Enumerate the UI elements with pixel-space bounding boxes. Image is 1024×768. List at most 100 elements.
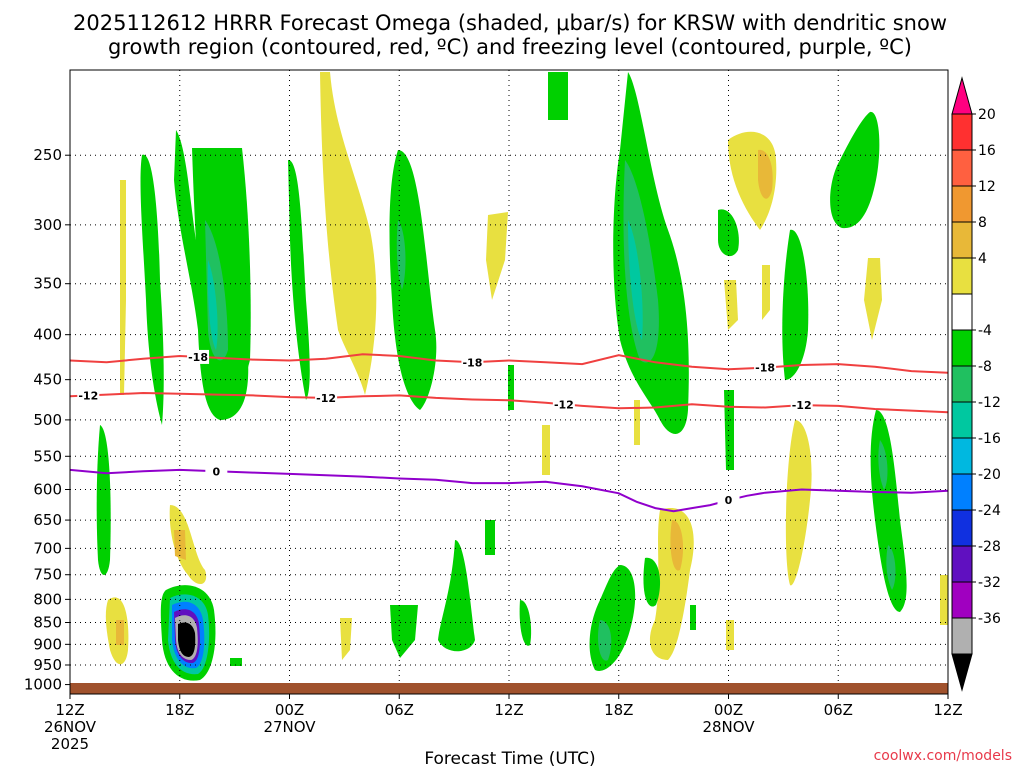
time-tick-label: 00Z: [275, 701, 304, 719]
omega-negative-region: [718, 209, 739, 257]
colorbar-label: -36: [978, 611, 1001, 627]
colorbar-segment: [951, 185, 973, 223]
pressure-tick-label: 250: [33, 146, 62, 164]
omega-shading: [96, 72, 948, 681]
date-label: 26NOV: [44, 718, 97, 736]
omega-negative-region: [96, 425, 111, 575]
omega-negative-region: [396, 220, 406, 290]
omega-negative-region: [485, 520, 495, 555]
colorbar-label: -16: [978, 431, 1001, 447]
contour-label-bg: [552, 397, 575, 412]
omega-negative-region: [438, 540, 475, 652]
date-label: 28NOV: [702, 718, 755, 736]
pressure-tick-label: 450: [33, 371, 62, 389]
contour-label-bg: [754, 360, 777, 375]
colorbar-segment: [951, 437, 973, 475]
date-label: 27NOV: [263, 718, 316, 736]
pressure-tick-label: 850: [33, 614, 62, 632]
omega-negative-region: [782, 229, 809, 380]
time-tick-label: 06Z: [385, 701, 414, 719]
pressure-tick-label: 400: [33, 326, 62, 344]
pressure-tick-label: 800: [33, 590, 62, 608]
omega-positive-region: [542, 425, 550, 475]
contour-label: 0: [213, 465, 221, 478]
omega-positive-region: [116, 620, 124, 645]
year-label: 2025: [51, 735, 89, 753]
pressure-tick-label: 1000: [24, 676, 62, 694]
colorbar-label: 16: [978, 143, 996, 159]
omega-positive-region: [634, 400, 640, 445]
contour-label: -12: [792, 399, 812, 412]
colorbar-label: -32: [978, 575, 1001, 591]
contour-label: -18: [462, 356, 482, 369]
colorbar-segment: [951, 473, 973, 511]
contour-label-bg: [205, 464, 228, 479]
colorbar-segment: [951, 293, 973, 331]
omega-positive-region: [120, 180, 126, 395]
pressure-tick-label: 650: [33, 511, 62, 529]
pressure-tick-label: 550: [33, 447, 62, 465]
contour-label: 0: [725, 494, 733, 507]
colorbar-label: -28: [978, 539, 1001, 555]
chart-title-line2: growth region (contoured, red, ºC) and f…: [108, 35, 912, 59]
colorbar-segment: [951, 617, 973, 655]
omega-positive-region: [726, 620, 734, 650]
colorbar: 20 16 12 8 4 -4 -8 -12 -16 -20 -24 -28 -32 -36: [951, 76, 1001, 692]
contour-label-bg: [717, 493, 740, 508]
pressure-tick-label: 750: [33, 566, 62, 584]
omega-positive-region: [670, 520, 684, 571]
omega-negative-region: [597, 620, 612, 661]
omega-positive-region: [940, 575, 948, 625]
colorbar-label: -4: [978, 323, 992, 339]
pressure-tick-label: 300: [33, 216, 62, 234]
omega-positive-region: [340, 618, 352, 660]
colorbar-segment: [951, 113, 973, 151]
omega-negative-region: [389, 150, 437, 410]
omega-negative-region: [207, 260, 218, 350]
omega-negative-region: [628, 220, 643, 340]
omega-positive-region: [785, 420, 812, 586]
contour-label-bg: [187, 349, 210, 364]
time-tick-label: 00Z: [714, 701, 743, 719]
colorbar-segment: [951, 365, 973, 403]
pressure-tick-label: 900: [33, 635, 62, 653]
omega-negative-region: [830, 111, 880, 229]
contour-label-bg: [790, 398, 813, 413]
colorbar-label: -8: [978, 359, 992, 375]
contour-label: -12: [78, 389, 98, 402]
colorbar-segment: [951, 545, 973, 583]
omega-negative-region: [690, 605, 696, 630]
omega-negative-region: [623, 160, 659, 363]
chart-title-line1: 2025112612 HRRR Forecast Omega (shaded, …: [73, 11, 947, 35]
colorbar-segment: [951, 257, 973, 295]
colorbar-segment: [951, 401, 973, 439]
pressure-tick-label: 950: [33, 656, 62, 674]
omega-positive-region: [724, 280, 738, 330]
omega-negative-region: [140, 154, 164, 425]
omega-negative-region: [288, 159, 310, 400]
contour-label-bg: [315, 390, 338, 405]
omega-positive-region: [486, 212, 508, 300]
colorbar-label: 12: [978, 179, 996, 195]
time-tick-label: 06Z: [824, 701, 853, 719]
contour-label: -18: [188, 351, 208, 364]
omega-positive-region: [864, 258, 882, 340]
colorbar-label: 20: [978, 107, 996, 123]
time-tick-label: 18Z: [165, 701, 194, 719]
x-axis-label: Forecast Time (UTC): [424, 749, 595, 768]
contour-label-bg: [77, 388, 100, 403]
colorbar-segment: [951, 221, 973, 259]
omega-negative-region: [886, 545, 896, 590]
contour-label: -12: [316, 392, 336, 405]
contour-line: [70, 468, 948, 513]
time-tick-label: 18Z: [604, 701, 633, 719]
omega-positive-region: [758, 149, 773, 199]
colorbar-segment: [951, 509, 973, 547]
colorbar-segment: [951, 581, 973, 619]
omega-negative-region: [548, 72, 568, 120]
contour-label: -18: [755, 362, 775, 375]
omega-positive-region: [320, 72, 377, 395]
colorbar-segment: [951, 329, 973, 367]
contour-label-bg: [461, 355, 484, 370]
time-tick-label: 12Z: [933, 701, 962, 719]
